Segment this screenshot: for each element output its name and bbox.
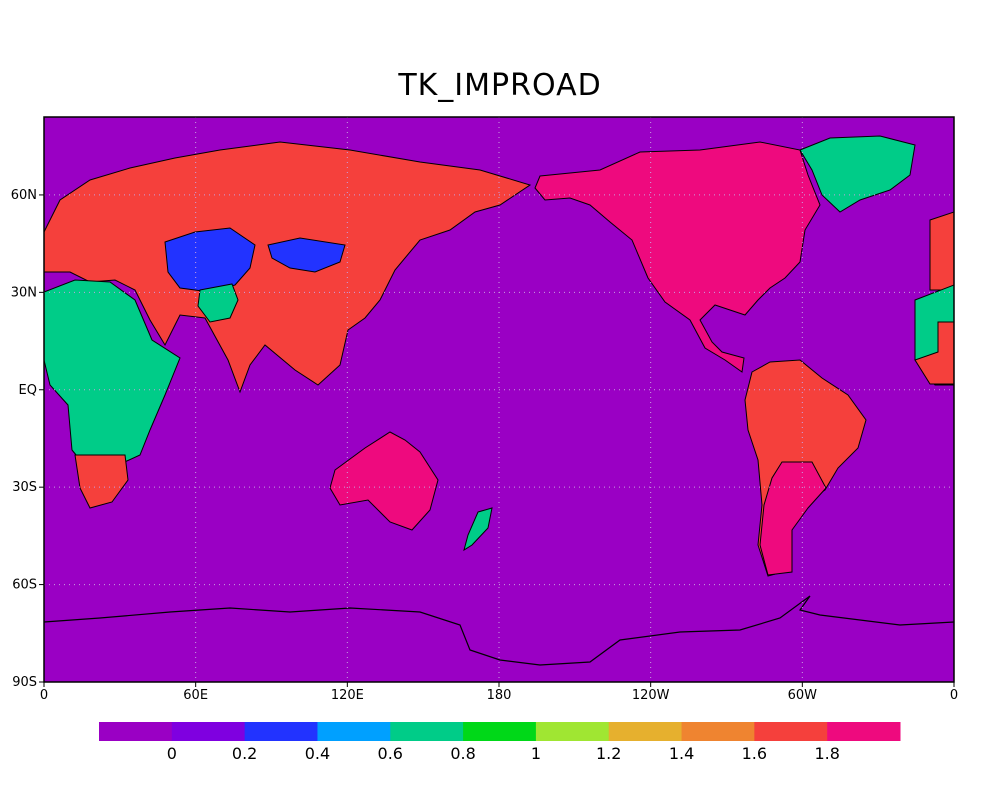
colorbar-swatch	[244, 722, 318, 741]
lon-tick-label: 180	[487, 688, 512, 703]
lon-tick-label: 120W	[632, 688, 670, 703]
antarctica-coastline	[43, 595, 955, 666]
lon-tick-label: 60W	[788, 688, 818, 703]
region-africa	[44, 279, 181, 479]
lat-tick-label: 30N	[11, 285, 37, 300]
lon-tick-label: 0	[950, 688, 958, 703]
region-eurasia	[44, 141, 532, 394]
colorbar-label: 1.8	[814, 744, 839, 763]
colorbar-swatch	[827, 722, 901, 741]
colorbar-swatch	[99, 722, 173, 741]
region-mongolia	[267, 237, 346, 273]
colorbar-swatch	[754, 722, 828, 741]
colorbar-label: 1.6	[742, 744, 767, 763]
lon-tick-label: 0	[40, 688, 48, 703]
colorbar-swatch	[463, 722, 537, 741]
colorbar-label: 0.2	[232, 744, 257, 763]
region-greenland	[799, 135, 916, 213]
longitude-axis: 0 60E 120E 180 120W 60W 0	[40, 682, 958, 703]
lat-tick-label: 30S	[12, 480, 37, 495]
colorbar-label: 0.6	[378, 744, 403, 763]
colorbar-swatch	[390, 722, 464, 741]
gridlines	[44, 117, 954, 682]
colorbar-swatch	[317, 722, 391, 741]
lat-tick-label: EQ	[19, 383, 37, 398]
lat-tick-label: 60S	[12, 578, 37, 593]
colorbar-label: 0.8	[450, 744, 475, 763]
colorbar-swatch	[608, 722, 683, 741]
region-north-america	[534, 141, 821, 373]
colorbar-label: 0.4	[305, 744, 330, 763]
region-africa-wrap-red	[914, 321, 954, 385]
lon-tick-label: 120E	[331, 688, 364, 703]
lat-tick-label: 60N	[11, 188, 37, 203]
region-europe-wrap	[929, 211, 954, 291]
region-tibet	[197, 283, 239, 323]
lon-tick-label: 60E	[183, 688, 208, 703]
colorbar-label: 1.4	[669, 744, 694, 763]
colorbar-label: 1.2	[596, 744, 621, 763]
region-australia	[329, 431, 439, 531]
region-southern-africa	[74, 454, 129, 509]
region-new-zealand	[463, 507, 493, 552]
latitude-axis: 60N 30N EQ 30S 60S 90S	[11, 188, 44, 690]
colorbar-label: 0	[167, 744, 177, 763]
map-title: TK_IMPROAD	[398, 68, 602, 103]
landmasses	[44, 135, 954, 577]
colorbar-swatch	[171, 722, 246, 741]
lat-tick-label: 90S	[12, 675, 37, 690]
colorbar-swatch	[681, 722, 755, 741]
colorbar-swatch	[535, 722, 610, 741]
region-central-asia	[164, 227, 256, 293]
colorbar-label: 1	[531, 744, 541, 763]
colorbar: 0 0.2 0.4 0.6 0.8 1 1.2 1.4 1.6 1.8	[99, 722, 901, 763]
region-southern-south-america	[759, 461, 827, 576]
